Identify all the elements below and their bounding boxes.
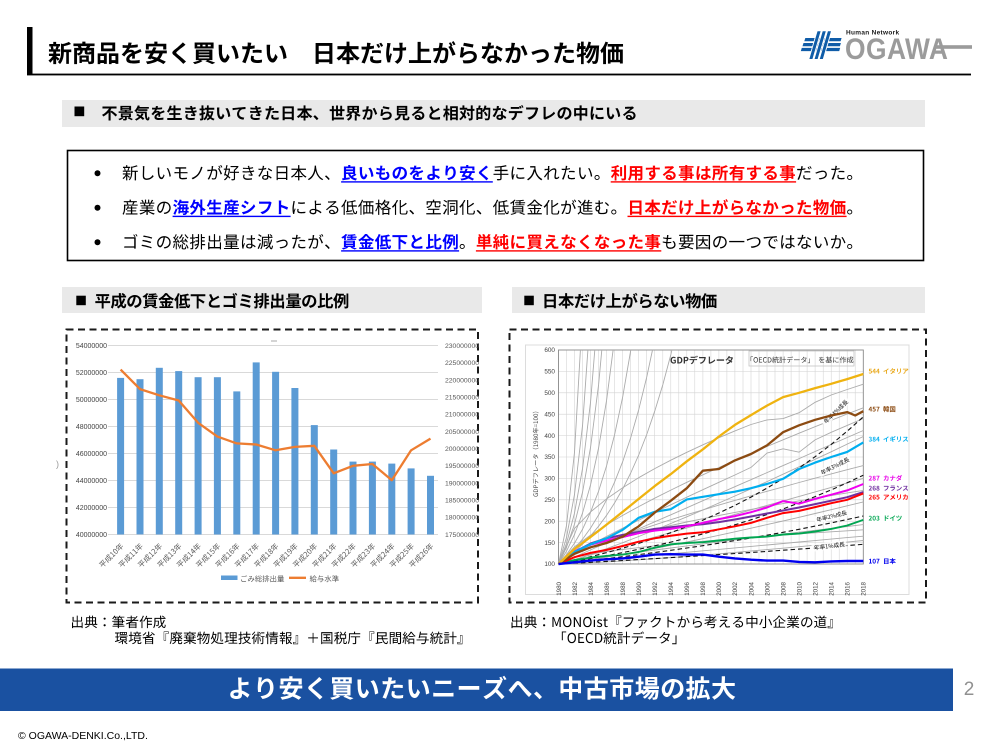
svg-text:44000000: 44000000 [76,478,107,485]
svg-text:150: 150 [544,540,555,547]
svg-text:2: 2 [964,679,975,700]
svg-text:1984: 1984 [588,581,595,595]
svg-text:190000000: 190000000 [445,480,479,487]
svg-text:2014: 2014 [829,581,836,595]
svg-text:1994: 1994 [668,581,675,595]
svg-text:300: 300 [544,476,555,483]
svg-text:225000000: 225000000 [445,360,479,367]
svg-text:400: 400 [544,433,555,440]
svg-text:210000000: 210000000 [445,412,479,419]
svg-text:2002: 2002 [732,581,739,595]
svg-text:2006: 2006 [764,581,771,595]
svg-text:Human Network: Human Network [846,30,899,37]
svg-text:© OGAWA-DENKI.Co.,LTD.: © OGAWA-DENKI.Co.,LTD. [18,730,148,742]
svg-text:185000000: 185000000 [445,498,479,505]
svg-text:200000000: 200000000 [445,446,479,453]
svg-text:200: 200 [544,518,555,525]
svg-text:500: 500 [544,390,555,397]
svg-text:220000000: 220000000 [445,377,479,384]
svg-text:2010: 2010 [796,581,803,595]
svg-text:350: 350 [544,454,555,461]
svg-text:450: 450 [544,411,555,418]
svg-text:48000000: 48000000 [76,424,107,431]
svg-text:1996: 1996 [684,581,691,595]
svg-text:1986: 1986 [604,581,611,595]
svg-text:2016: 2016 [845,581,852,595]
svg-text:600: 600 [544,347,555,354]
svg-text:550: 550 [544,369,555,376]
svg-text:205000000: 205000000 [445,429,479,436]
svg-text:1998: 1998 [700,581,707,595]
svg-text:100: 100 [544,561,555,568]
svg-text:2000: 2000 [716,581,723,595]
svg-text:230000000: 230000000 [445,343,479,350]
svg-text:1980: 1980 [556,581,563,595]
svg-text:50000000: 50000000 [76,397,107,404]
svg-text:2008: 2008 [780,581,787,595]
svg-text:2012: 2012 [812,581,819,595]
svg-text:175000000: 175000000 [445,532,479,539]
svg-text:): ) [56,459,59,469]
svg-text:54000000: 54000000 [76,343,107,350]
svg-text:46000000: 46000000 [76,451,107,458]
svg-text:42000000: 42000000 [76,505,107,512]
svg-text:40000000: 40000000 [76,532,107,539]
svg-text:250: 250 [544,497,555,504]
svg-text:1982: 1982 [572,581,579,595]
svg-text:215000000: 215000000 [445,394,479,401]
svg-text:1988: 1988 [620,581,627,595]
svg-text:2018: 2018 [861,581,868,595]
svg-text:52000000: 52000000 [76,370,107,377]
svg-text:2004: 2004 [748,581,755,595]
svg-text:195000000: 195000000 [445,463,479,470]
svg-text:OGAWA: OGAWA [845,31,948,65]
svg-text:180000000: 180000000 [445,515,479,522]
svg-text:1990: 1990 [636,581,643,595]
svg-text:1992: 1992 [652,581,659,595]
